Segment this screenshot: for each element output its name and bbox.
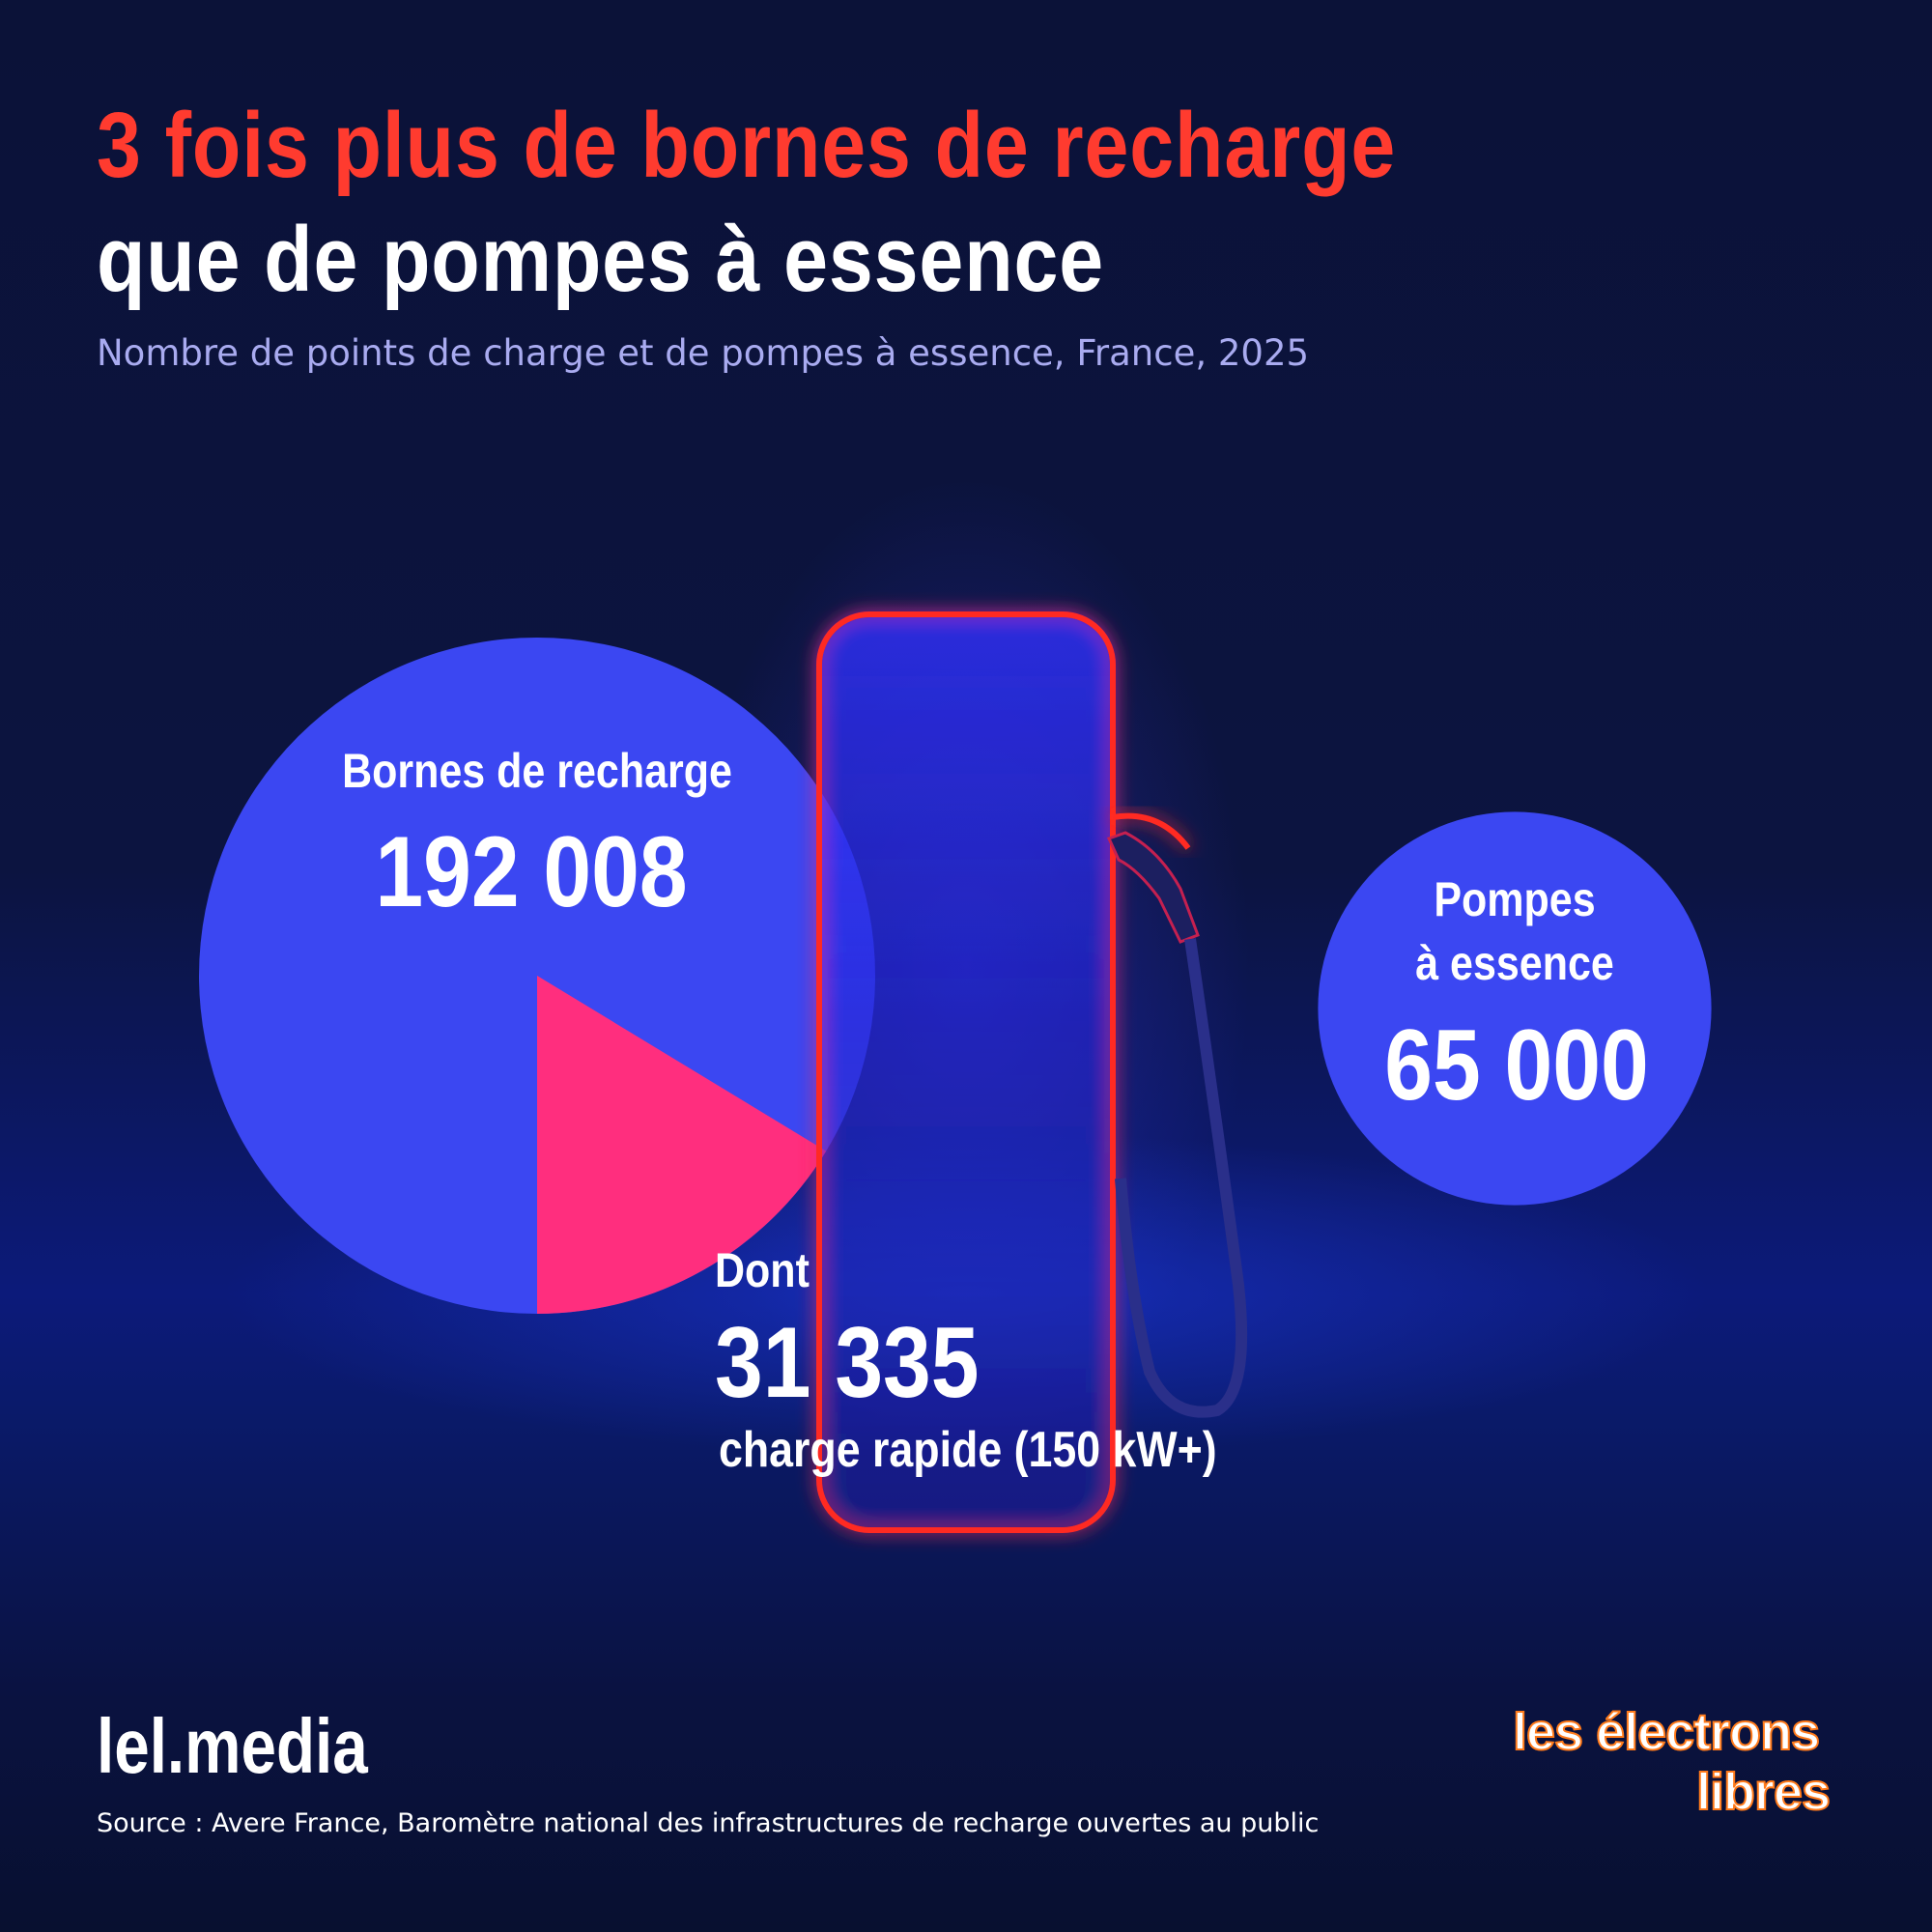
pompes-label-line-2: à essence: [1415, 936, 1614, 990]
rapide-label: charge rapide (150 kW+): [719, 1422, 1217, 1478]
rapide-value: 31 335: [715, 1306, 980, 1419]
source-note: Source : Avere France, Baromètre nationa…: [97, 1808, 1320, 1838]
circle-pompes-a-essence: [1318, 811, 1712, 1206]
subtitle: Nombre de points de charge et de pompes …: [97, 332, 1310, 374]
bornes-label: Bornes de recharge: [342, 744, 732, 798]
title-line-2: que de pompes à essence: [97, 208, 1105, 311]
les-electrons-libres-logo: les électrons libres: [1512, 1702, 1841, 1837]
logo-line-1: les électrons: [1512, 1702, 1821, 1762]
slice-charge-rapide: [537, 976, 827, 1314]
rapide-prefix: Dont: [715, 1243, 810, 1297]
pompes-value: 65 000: [1384, 1009, 1649, 1122]
title-line-1: 3 fois plus de bornes de recharge: [97, 94, 1397, 197]
charging-pump-illustration: [816, 611, 1248, 1533]
bornes-value: 192 008: [375, 815, 687, 928]
logo-line-2: libres: [1695, 1762, 1832, 1822]
brand-name: lel.media: [97, 1703, 368, 1789]
pompes-label-line-1: Pompes: [1434, 872, 1595, 926]
